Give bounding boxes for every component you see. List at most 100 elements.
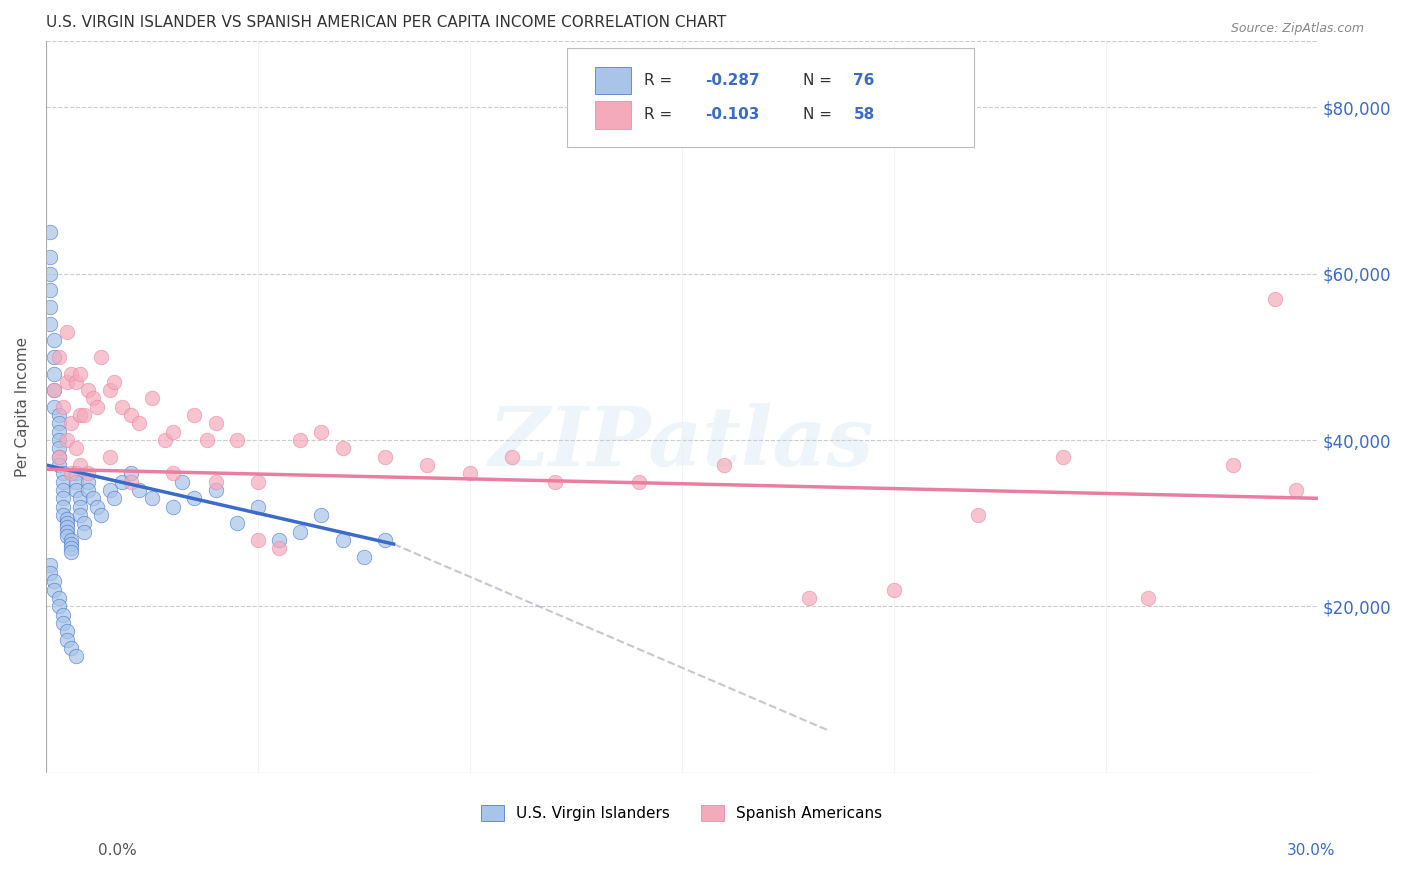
Point [246, 475, 269, 489]
Text: 30.0%: 30.0% [1288, 843, 1336, 858]
Point [39, 300, 62, 314]
Point [69, 408, 91, 422]
Point [56, 512, 79, 526]
Text: 76: 76 [853, 73, 875, 88]
FancyBboxPatch shape [595, 101, 631, 128]
Point [60, 417, 83, 431]
Point [48, 450, 70, 464]
Point [883, 582, 905, 597]
Point [48, 425, 70, 439]
Point [1222, 458, 1244, 472]
Point [195, 433, 218, 447]
Point [416, 458, 439, 472]
Text: U.S. VIRGIN ISLANDER VS SPANISH AMERICAN PER CAPITA INCOME CORRELATION CHART: U.S. VIRGIN ISLANDER VS SPANISH AMERICAN… [46, 15, 727, 30]
Point [56, 520, 79, 534]
Point [82, 491, 104, 506]
Text: -0.287: -0.287 [704, 73, 759, 88]
Point [128, 483, 150, 497]
Point [713, 458, 735, 472]
Point [82, 392, 104, 406]
Point [69, 508, 91, 522]
Point [246, 533, 269, 547]
Point [65, 442, 87, 456]
Point [52, 491, 75, 506]
Point [225, 433, 247, 447]
Text: N =: N = [803, 73, 837, 88]
Point [65, 483, 87, 497]
Point [77, 383, 100, 397]
Point [44, 400, 66, 414]
Point [44, 333, 66, 347]
Point [44, 582, 66, 597]
Point [56, 516, 79, 531]
Point [311, 508, 333, 522]
Point [1264, 292, 1286, 306]
Point [246, 500, 269, 514]
Point [353, 549, 375, 564]
Point [98, 483, 121, 497]
Point [267, 533, 290, 547]
Point [44, 383, 66, 397]
Point [56, 632, 79, 647]
Point [90, 350, 112, 364]
Point [65, 649, 87, 664]
Point [48, 417, 70, 431]
Point [48, 591, 70, 606]
Point [183, 491, 205, 506]
Point [52, 400, 75, 414]
Point [90, 508, 112, 522]
Point [1285, 483, 1308, 497]
Legend: U.S. Virgin Islanders, Spanish Americans: U.S. Virgin Islanders, Spanish Americans [475, 799, 889, 827]
Point [56, 624, 79, 639]
Point [39, 267, 62, 281]
Point [52, 475, 75, 489]
Point [69, 500, 91, 514]
Text: R =: R = [644, 73, 676, 88]
Point [120, 475, 142, 489]
Point [120, 408, 142, 422]
Point [332, 533, 354, 547]
Point [69, 491, 91, 506]
Point [39, 566, 62, 581]
Point [44, 574, 66, 589]
Point [48, 442, 70, 456]
Point [44, 350, 66, 364]
Point [86, 500, 108, 514]
Point [60, 541, 83, 556]
Point [48, 433, 70, 447]
Text: -0.103: -0.103 [704, 107, 759, 122]
Point [73, 408, 96, 422]
Point [141, 392, 163, 406]
Point [52, 500, 75, 514]
Text: R =: R = [644, 107, 676, 122]
Point [60, 545, 83, 559]
Point [141, 491, 163, 506]
Point [48, 408, 70, 422]
Point [77, 467, 100, 481]
Point [52, 467, 75, 481]
Point [153, 433, 176, 447]
Point [39, 284, 62, 298]
Point [111, 400, 134, 414]
Point [98, 383, 121, 397]
FancyBboxPatch shape [595, 67, 631, 95]
Point [48, 599, 70, 614]
Point [103, 375, 125, 389]
Point [183, 408, 205, 422]
Point [56, 524, 79, 539]
Point [39, 225, 62, 239]
Point [290, 524, 312, 539]
Point [162, 500, 184, 514]
Point [48, 350, 70, 364]
Point [86, 400, 108, 414]
Text: 58: 58 [853, 107, 875, 122]
Y-axis label: Per Capita Income: Per Capita Income [15, 337, 30, 477]
Point [98, 450, 121, 464]
Point [77, 483, 100, 497]
Point [204, 475, 226, 489]
Point [290, 433, 312, 447]
Point [60, 537, 83, 551]
Point [77, 475, 100, 489]
FancyBboxPatch shape [567, 48, 974, 147]
Point [52, 483, 75, 497]
